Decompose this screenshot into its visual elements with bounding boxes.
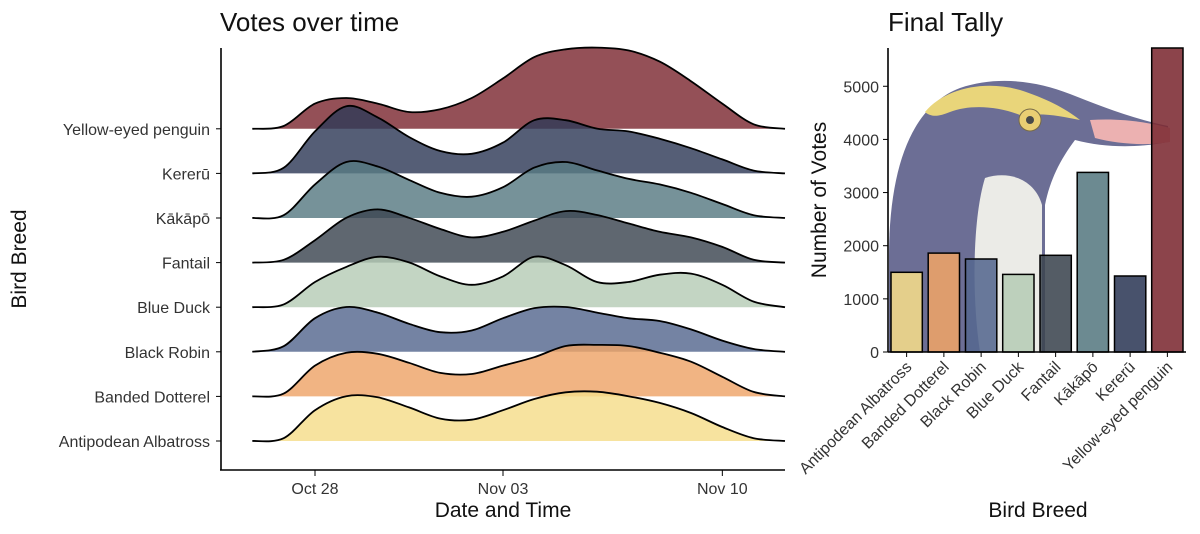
- ridge-y-tick-label: Antipodean Albatross: [59, 434, 210, 451]
- ridge-area-banded-dotterel: [252, 344, 786, 397]
- ridge-y-tick-label: Blue Duck: [137, 300, 211, 317]
- ridgeline-layers: [252, 46, 786, 443]
- ridgeline-x-ticks: Oct 28 Nov 03 Nov 10: [291, 470, 748, 498]
- ridge-area-fantail: [252, 209, 786, 263]
- ridge-blue-duck: [252, 255, 786, 309]
- bar-banded-dotterel: [927, 252, 961, 353]
- bar-black-robin: [964, 258, 998, 353]
- ridge-kereru: [252, 104, 786, 175]
- bar-chart-title: Final Tally: [888, 7, 1003, 37]
- penguin-beak: [1090, 119, 1170, 145]
- ridgeline-y-tick-labels: Antipodean Albatross Banded Dotterel Black…: [59, 122, 221, 451]
- ridge-y-tick-label: Black Robin: [125, 345, 210, 362]
- ridgeline-title: Votes over time: [220, 7, 399, 37]
- ridge-area-antipodean-albatross: [252, 391, 786, 442]
- ridge-x-tick-label: Nov 03: [478, 481, 529, 498]
- bar-y-tick-label: 0: [870, 345, 879, 362]
- bar-chart-x-axis-title: Bird Breed: [988, 499, 1087, 522]
- bar-antipodean-albatross: [890, 271, 924, 353]
- bar-fantail: [1039, 254, 1073, 353]
- bar-y-tick-label: 4000: [843, 132, 879, 149]
- ridge-outline-banded-dotterel: [252, 343, 786, 398]
- ridge-yellow-eyed-penguin: [252, 46, 786, 130]
- ridge-area-blue-duck: [252, 256, 786, 308]
- ridge-outline-yellow-eyed-penguin: [252, 46, 786, 130]
- ridge-y-tick-label: Kākāpō: [156, 211, 210, 228]
- bar-chart: Final Tally 0 1000 2000 3000 4000 5000 Antipo…: [796, 7, 1186, 522]
- ridgeline-x-axis-title: Date and Time: [435, 499, 572, 522]
- ridge-y-tick-label: Banded Dotterel: [94, 389, 210, 406]
- penguin-yellow-band: [925, 85, 1080, 120]
- ridge-antipodean-albatross: [252, 390, 786, 443]
- ridgeline-plot: Votes over time Antipodean Albatross Band…: [8, 7, 786, 522]
- ridge-y-tick-label: Yellow-eyed penguin: [63, 122, 210, 139]
- ridge-kakapo: [252, 160, 786, 220]
- bar-kakapo: [1076, 171, 1110, 353]
- ridge-x-tick-label: Nov 10: [697, 481, 748, 498]
- ridge-banded-dotterel: [252, 343, 786, 398]
- ridge-outline-antipodean-albatross: [252, 390, 786, 443]
- penguin-pupil: [1026, 116, 1034, 124]
- ridge-y-tick-label: Fantail: [162, 256, 210, 273]
- ridge-outline-fantail: [252, 208, 786, 264]
- ridge-outline-kakapo: [252, 160, 786, 220]
- bar-chart-y-axis-title: Number of Votes: [808, 122, 831, 278]
- ridgeline-y-axis-title: Bird Breed: [8, 209, 31, 308]
- ridge-area-kakapo: [252, 161, 786, 219]
- ridge-area-yellow-eyed-penguin: [252, 47, 786, 129]
- ridge-fantail: [252, 208, 786, 264]
- bar-yellow-eyed-penguin: [1150, 47, 1184, 353]
- ridge-outline-kereru: [252, 104, 786, 175]
- bar-chart-bars: [890, 47, 1184, 353]
- bar-y-tick-label: 5000: [843, 79, 879, 96]
- bar-blue-duck: [1001, 273, 1035, 353]
- ridge-outline-black-robin: [252, 305, 786, 353]
- bar-kereru: [1113, 275, 1147, 353]
- bar-y-tick-label: 1000: [843, 292, 879, 309]
- ridge-x-tick-label: Oct 28: [291, 481, 338, 498]
- ridge-y-tick-label: Kererū: [162, 166, 210, 183]
- bar-y-tick-label: 2000: [843, 239, 879, 256]
- bar-chart-y-ticks: 0 1000 2000 3000 4000 5000: [843, 79, 888, 362]
- ridge-outline-blue-duck: [252, 255, 786, 309]
- ridge-black-robin: [252, 305, 786, 353]
- bar-y-tick-label: 3000: [843, 186, 879, 203]
- ridge-area-black-robin: [252, 306, 786, 352]
